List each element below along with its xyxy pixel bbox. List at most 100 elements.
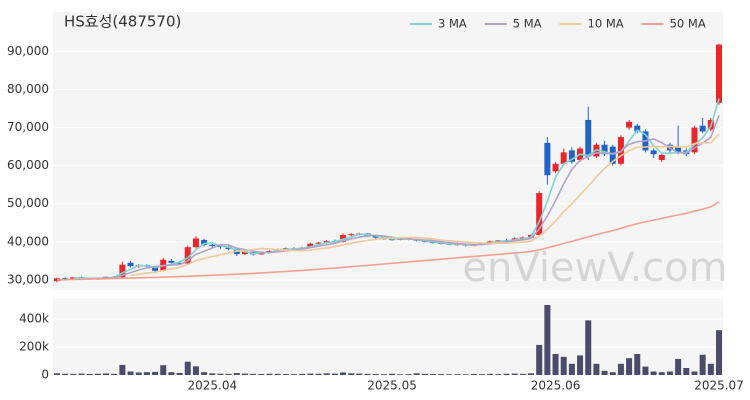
y-tick-label: 400k bbox=[19, 312, 49, 326]
ma-line bbox=[130, 133, 720, 277]
volume-bar bbox=[233, 373, 240, 375]
volume-bar bbox=[470, 374, 477, 375]
candle-body bbox=[62, 278, 69, 280]
volume-bar bbox=[544, 305, 551, 375]
volume-bar bbox=[209, 373, 216, 375]
candle-body bbox=[626, 121, 633, 128]
candle-body bbox=[650, 150, 657, 155]
volume-bar bbox=[438, 374, 445, 375]
candle-body bbox=[716, 44, 722, 103]
y-tick-label: 60,000 bbox=[7, 158, 49, 172]
volume-bar bbox=[103, 373, 110, 375]
volume-bar bbox=[62, 373, 69, 375]
candle-body bbox=[552, 163, 559, 172]
volume-bar bbox=[299, 373, 306, 375]
y-tick-label: 80,000 bbox=[7, 82, 49, 96]
volume-bar bbox=[634, 354, 641, 375]
volume-panel bbox=[53, 298, 723, 375]
volume-bar bbox=[127, 371, 134, 375]
volume-bar bbox=[397, 374, 404, 375]
volume-bar bbox=[577, 355, 584, 375]
volume-bar bbox=[511, 373, 518, 375]
candle-body bbox=[348, 234, 355, 236]
chart-title: HS효성(487570) bbox=[64, 13, 181, 31]
volume-bar bbox=[454, 374, 461, 375]
candle-body bbox=[568, 150, 575, 162]
candle-body bbox=[209, 244, 216, 247]
volume-bar bbox=[274, 373, 281, 375]
volume-bar bbox=[184, 361, 191, 375]
y-tick-label: 90,000 bbox=[7, 44, 49, 58]
volume-bar bbox=[94, 373, 101, 375]
x-tick-label: 2025.05 bbox=[367, 379, 417, 393]
volume-bar bbox=[356, 373, 363, 375]
x-tick-label: 2025.04 bbox=[187, 379, 237, 393]
y-tick-label: 40,000 bbox=[7, 234, 49, 248]
volume-bar bbox=[380, 374, 387, 375]
candle-body bbox=[152, 266, 159, 271]
candle-body bbox=[675, 146, 682, 153]
candle-body bbox=[340, 234, 347, 242]
candle-body bbox=[307, 243, 314, 248]
volume-bar bbox=[241, 373, 248, 375]
volume-bar bbox=[54, 373, 60, 375]
volume-bar bbox=[315, 373, 322, 375]
volume-bar bbox=[462, 374, 469, 375]
volume-bar bbox=[666, 371, 673, 375]
volume-bar bbox=[111, 373, 118, 375]
volume-bar bbox=[217, 373, 224, 375]
volume-bar bbox=[168, 372, 175, 375]
volume-bar bbox=[340, 372, 347, 375]
legend-label: 5 MA bbox=[513, 17, 542, 31]
candle-body bbox=[119, 264, 126, 278]
volume-bar bbox=[413, 373, 420, 375]
volume-bar bbox=[519, 373, 526, 375]
volume-bar bbox=[528, 373, 535, 375]
volume-bar bbox=[716, 330, 722, 375]
candle-body bbox=[560, 152, 567, 164]
y-tick-label: 50,000 bbox=[7, 196, 49, 210]
volume-bar bbox=[429, 374, 436, 375]
volume-bar bbox=[348, 373, 355, 375]
volume-bar bbox=[478, 374, 485, 375]
volume-bar bbox=[617, 363, 624, 375]
candle-body bbox=[168, 260, 175, 263]
volume-bar bbox=[225, 373, 232, 375]
volume-bar bbox=[160, 365, 167, 375]
candle-body bbox=[372, 236, 379, 238]
volume-bar bbox=[503, 373, 510, 375]
y-tick-label: 30,000 bbox=[7, 272, 49, 286]
x-tick-label: 2025.07 bbox=[694, 379, 744, 393]
candle-body bbox=[691, 127, 698, 153]
volume-bar bbox=[495, 374, 502, 375]
volume-bar bbox=[250, 373, 257, 375]
volume-bar bbox=[143, 372, 150, 375]
ma-line bbox=[89, 115, 720, 280]
volume-bar bbox=[675, 358, 682, 375]
volume-bar bbox=[691, 371, 698, 375]
volume-bar bbox=[707, 363, 714, 375]
volume-bar bbox=[201, 372, 208, 375]
y-tick-label: 70,000 bbox=[7, 120, 49, 134]
volume-bar bbox=[601, 370, 608, 375]
volume-bar bbox=[585, 320, 592, 375]
volume-bar bbox=[152, 371, 159, 375]
candle-body bbox=[241, 252, 248, 255]
y-tick-label: 200k bbox=[19, 340, 49, 354]
candle-body bbox=[634, 125, 641, 132]
volume-bar bbox=[291, 374, 298, 375]
volume-bar bbox=[119, 364, 126, 375]
volume-bar bbox=[331, 373, 338, 375]
candle-body bbox=[601, 144, 608, 155]
volume-bar bbox=[323, 373, 330, 375]
volume-bar bbox=[192, 366, 199, 375]
volume-bar bbox=[642, 366, 649, 375]
volume-bar bbox=[536, 344, 543, 375]
candle-body bbox=[487, 241, 494, 243]
candle-body bbox=[176, 262, 183, 264]
candle-body bbox=[699, 125, 706, 132]
volume-bar bbox=[372, 374, 379, 375]
volume-bar bbox=[568, 363, 575, 375]
